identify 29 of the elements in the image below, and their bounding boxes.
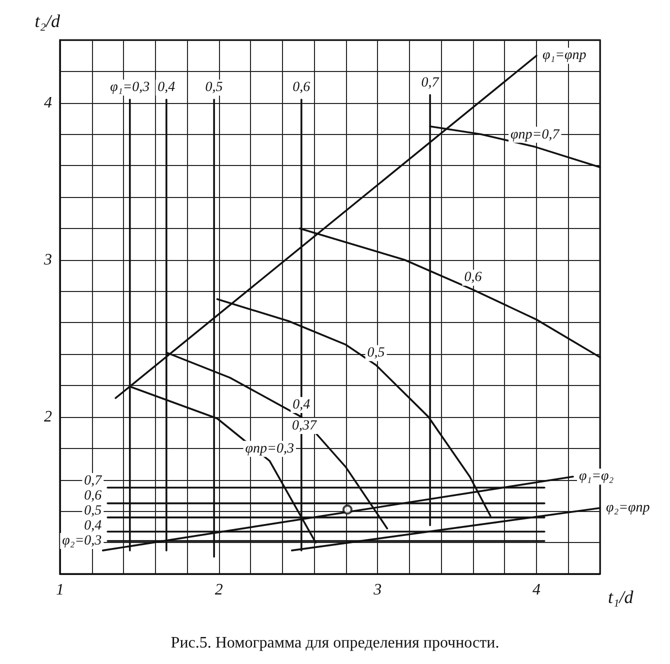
x-tick-label: 4 <box>532 582 540 598</box>
x-tick-label: 3 <box>372 582 382 598</box>
y-tick-label: 2 <box>44 408 52 426</box>
series-label: 0,6 <box>464 270 482 286</box>
y-tick-label: 4 <box>44 94 52 112</box>
x-tick-label: 2 <box>214 582 223 598</box>
series-label: φпр=0,7 <box>510 127 560 142</box>
series-label: φпр=0,3 <box>245 441 294 456</box>
x-axis-title: t₁/d <box>608 587 634 607</box>
series-label: φ₁=0,3 <box>110 80 150 96</box>
series-label: 0,4 <box>84 518 102 534</box>
y-axis-title: t₂/d <box>34 11 61 31</box>
series-label: 0,5 <box>84 504 102 519</box>
series-label: 0,4 <box>158 80 176 96</box>
series-label: 0,5 <box>367 346 385 361</box>
series-label: φ₁=φ₂ <box>579 469 614 484</box>
series-label: 0,7 <box>421 75 440 90</box>
series-label: 0,7 <box>84 474 103 489</box>
x-tick-label: 1 <box>56 582 64 598</box>
series-label: φ₂=0,3 <box>62 534 102 549</box>
series-label: 0,5 <box>205 80 223 96</box>
series-label: 0,6 <box>84 488 102 504</box>
series-label: 0,4 <box>292 397 310 412</box>
series-label: φ₁=φпр <box>542 48 586 64</box>
text: Рис.5. Номограмма для определения прочности. <box>170 634 500 652</box>
y-tick-label: 3 <box>43 251 52 268</box>
series-label: 0,6 <box>292 80 310 96</box>
series-label: φ₂=φпр <box>606 500 650 516</box>
annotation: 0,37 <box>292 418 318 434</box>
